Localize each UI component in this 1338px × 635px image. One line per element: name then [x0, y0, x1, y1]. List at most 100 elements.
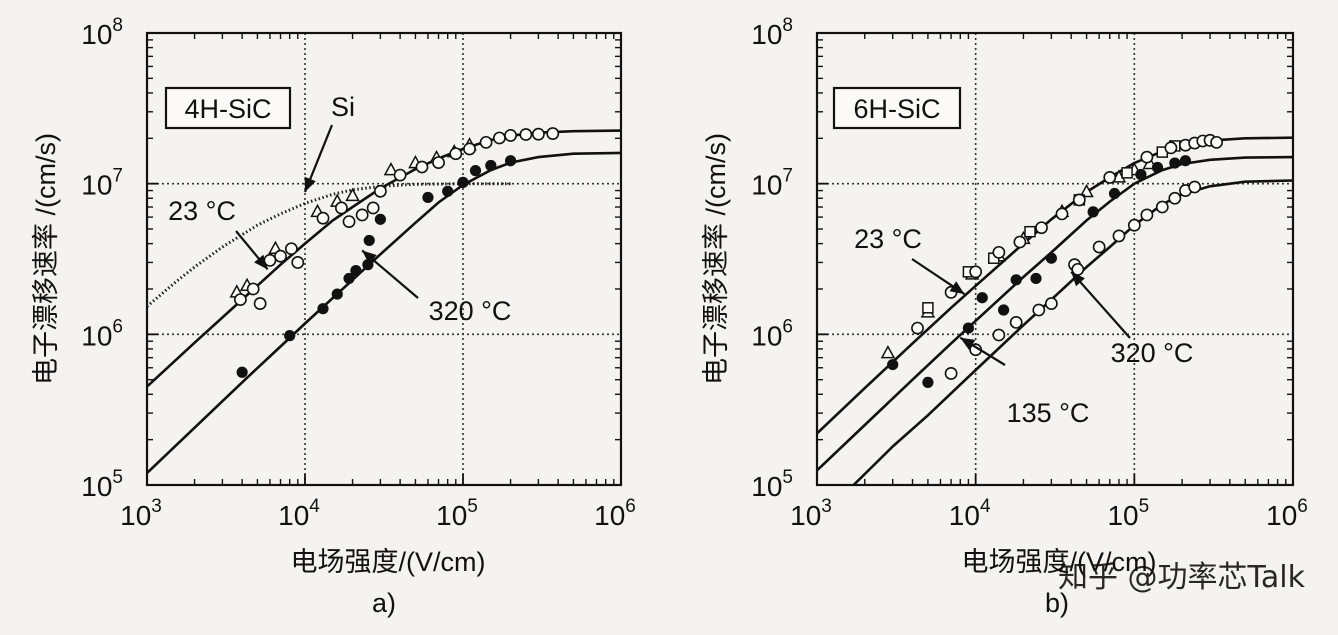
annotation-label: 135 °C: [1007, 398, 1090, 428]
data-point-open-circle: [1103, 171, 1117, 184]
data-point-open-circle: [519, 128, 533, 141]
data-point-filled-circle: [922, 376, 934, 388]
data-point-open-circle: [284, 242, 298, 256]
annotation-arrow-head: [949, 281, 965, 295]
y-tick-label: 106: [81, 316, 123, 351]
x-axis-label: 电场强度/(V/cm): [291, 547, 486, 577]
data-point-filled-circle: [1135, 168, 1147, 181]
data-point-open-circle: [1055, 207, 1069, 221]
data-point-open-circle: [944, 367, 958, 380]
data-point-filled-circle: [1151, 161, 1164, 174]
data-point-filled-circle: [422, 191, 434, 204]
data-point-open-circle: [1127, 218, 1141, 232]
data-point-open-circle: [463, 142, 476, 156]
data-point-open-circle: [493, 131, 506, 145]
annotation-arrow-head: [254, 254, 268, 270]
material-label: 6H-SiC: [853, 94, 940, 124]
data-point-open-square: [1121, 167, 1133, 179]
data-point-open-circle: [546, 127, 560, 140]
y-tick-label: 106: [751, 316, 793, 351]
x-tick-label: 105: [436, 496, 478, 531]
y-axis-label: 电子漂移速率 /(cm/s): [31, 133, 61, 385]
annotation-label: 320 °C: [1111, 338, 1194, 368]
y-tick-label: 107: [81, 166, 123, 201]
data-point-open-triangle: [1079, 183, 1094, 198]
data-point-filled-circle: [504, 155, 517, 167]
data-point-filled-circle: [317, 303, 329, 315]
data-point-filled-circle: [1169, 157, 1181, 169]
data-point-open-circle: [1013, 235, 1027, 249]
data-point-open-circle: [479, 135, 493, 149]
x-tick-label: 103: [120, 496, 162, 531]
x-tick-label: 104: [949, 496, 991, 531]
data-point-open-circle: [1164, 141, 1178, 155]
y-tick-label: 105: [81, 467, 123, 502]
chart-panel-a: 103 104 105 106 105 106 107 108 电场强度/(V/cm) 电子漂移速…: [31, 15, 636, 618]
annotation-arrow-head: [960, 337, 976, 351]
annotation-label: 23 °C: [168, 196, 236, 226]
data-point-open-circle: [373, 184, 387, 198]
data-point-open-circle: [432, 156, 445, 169]
data-point-open-circle: [291, 256, 305, 269]
data-point-filled-circle: [962, 322, 975, 334]
data-point-open-triangle: [345, 187, 360, 202]
plot-data: [147, 127, 621, 475]
data-point-open-circle: [992, 245, 1006, 259]
data-point-open-circle: [1155, 200, 1169, 214]
data-point-open-circle: [1140, 208, 1154, 222]
data-point-open-circle: [335, 201, 348, 215]
panel-label: b): [1045, 588, 1069, 618]
annotation-label: 320 °C: [429, 296, 512, 326]
data-point-open-circle: [449, 147, 463, 161]
data-point-open-triangle: [880, 345, 896, 359]
data-point-filled-circle: [976, 292, 988, 304]
data-point-filled-circle: [442, 185, 454, 197]
data-point-open-circle: [1044, 297, 1058, 310]
data-point-filled-circle: [998, 304, 1010, 316]
curve-23-c: [147, 129, 621, 388]
data-point-open-circle: [992, 328, 1006, 342]
data-point-open-circle: [1188, 180, 1202, 194]
data-point-open-circle: [1112, 229, 1126, 243]
data-point-open-square: [922, 302, 934, 314]
data-point-filled-circle: [343, 272, 355, 285]
data-point-filled-circle: [284, 330, 296, 342]
data-point-filled-circle: [1030, 272, 1042, 285]
data-point-filled-circle: [363, 234, 375, 247]
data-point-filled-circle: [469, 165, 482, 177]
data-point-open-circle: [393, 168, 407, 182]
data-point-open-circle: [1009, 316, 1023, 329]
data-point-filled-circle: [331, 288, 343, 300]
data-point-filled-circle: [485, 159, 497, 172]
x-axis-label: 电场强度/(V/cm): [962, 547, 1157, 577]
y-tick-label: 108: [751, 15, 793, 50]
data-point-open-circle: [969, 265, 983, 279]
watermark-text: 知乎 @功率芯Talk: [1058, 560, 1306, 595]
panel-label: a): [372, 588, 396, 618]
data-point-filled-circle: [350, 264, 362, 277]
data-point-open-circle: [246, 282, 260, 296]
data-point-filled-circle: [887, 358, 899, 371]
x-tick-label: 106: [1266, 496, 1308, 531]
annotation-label: 23 °C: [854, 224, 922, 254]
data-point-filled-circle: [1087, 206, 1099, 218]
data-point-filled-circle: [236, 366, 248, 378]
y-tick-label: 107: [751, 166, 793, 201]
data-point-open-triangle: [383, 162, 399, 176]
data-point-filled-circle: [1108, 187, 1121, 200]
data-point-open-circle: [233, 293, 247, 307]
curve-135-c: [817, 155, 1293, 472]
data-point-open-circle: [253, 297, 267, 310]
chart-panel-b: 103 104 105 106 105 106 107 108 电场强度/(V/cm) 电子漂移速…: [701, 15, 1308, 618]
data-point-filled-circle: [1045, 252, 1057, 264]
material-label: 4H-SiC: [184, 94, 271, 124]
data-point-open-square: [1024, 225, 1036, 238]
x-tick-label: 103: [790, 496, 832, 531]
plot-frame: [815, 31, 1295, 487]
plot-data: [817, 133, 1293, 485]
data-point-open-circle: [415, 160, 429, 174]
data-point-open-circle: [316, 211, 330, 225]
material-label-box: [832, 86, 962, 130]
